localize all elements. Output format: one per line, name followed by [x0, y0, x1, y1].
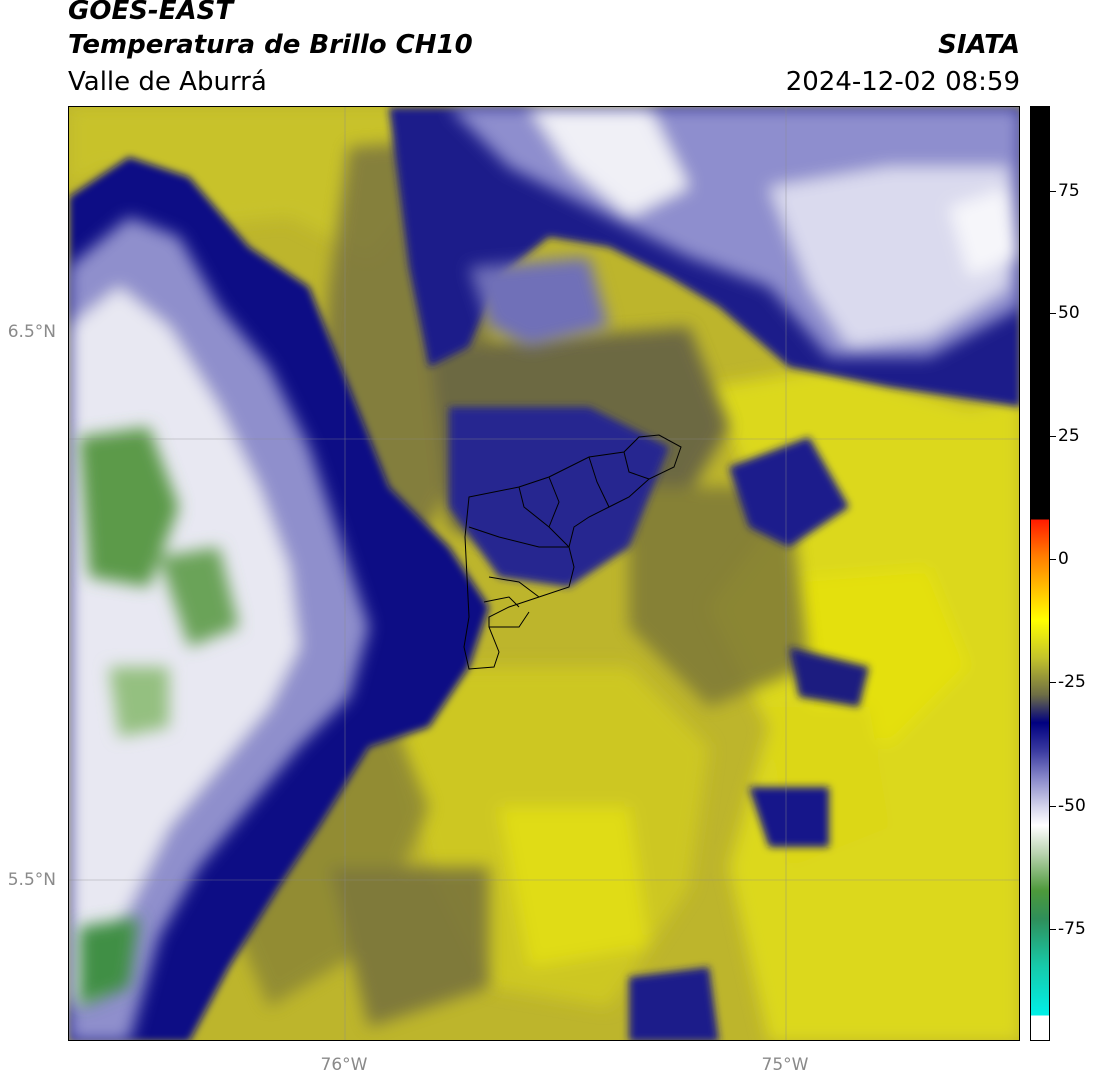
colorbar-label: -25	[1058, 672, 1086, 692]
brightness-temperature-field	[69, 107, 1019, 1040]
satellite-title: GOES-EAST	[68, 0, 234, 26]
colorbar-label: -50	[1058, 796, 1086, 816]
colorbar-tick	[1050, 559, 1056, 560]
colorbar-tick	[1050, 313, 1056, 314]
latitude-label: 5.5°N	[7, 870, 56, 890]
colorbar-tick	[1050, 191, 1056, 192]
latitude-label: 6.5°N	[7, 322, 56, 342]
colorbar-label: 0	[1058, 549, 1069, 569]
timestamp-label: 2024-12-02 08:59	[785, 67, 1020, 97]
colorbar-label: 50	[1058, 303, 1080, 323]
longitude-label: 75°W	[761, 1055, 809, 1075]
satellite-map[interactable]	[68, 106, 1020, 1041]
colorbar-tick	[1050, 436, 1056, 437]
organization-label: SIATA	[938, 30, 1020, 60]
colorbar-label: 75	[1058, 181, 1080, 201]
green-regions	[79, 427, 239, 1007]
municipality-boundaries	[463, 434, 682, 670]
graticule	[69, 107, 1019, 1040]
region-label: Valle de Aburrá	[68, 67, 267, 97]
colorbar-tick	[1050, 806, 1056, 807]
colorbar-label: 25	[1058, 426, 1080, 446]
product-title: Temperatura de Brillo CH10	[68, 30, 473, 60]
colorbar-label: -75	[1058, 919, 1086, 939]
longitude-label: 76°W	[320, 1055, 368, 1075]
colorbar-tick	[1050, 929, 1056, 930]
colorbar-tick	[1050, 682, 1056, 683]
colorbar	[1030, 106, 1050, 1041]
